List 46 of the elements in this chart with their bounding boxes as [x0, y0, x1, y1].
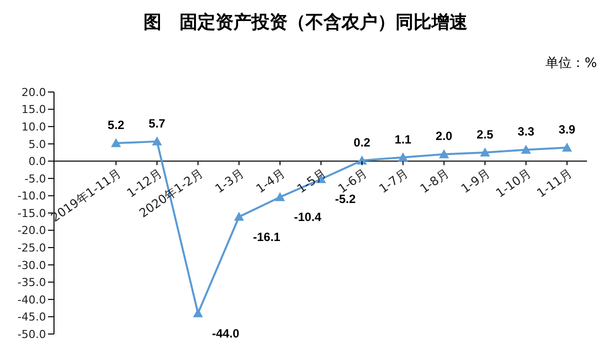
- y-tick-label: -5.0: [24, 172, 46, 186]
- data-label: 3.9: [558, 122, 576, 137]
- chart-title: 图 固定资产投资（不含农户）同比增速: [142, 11, 468, 34]
- point: [562, 142, 572, 152]
- point: [521, 144, 531, 154]
- x-tick-label: 1-3月: [212, 166, 246, 196]
- point: [234, 212, 244, 221]
- y-tick-label: -20.0: [18, 224, 46, 238]
- point: [111, 138, 121, 148]
- y-tick-label: 20.0: [22, 86, 46, 99]
- x-tick-label: 1-7月: [376, 166, 410, 196]
- data-label: 1.1: [394, 132, 412, 146]
- point: [480, 148, 490, 156]
- data-label: 5.7: [148, 116, 166, 130]
- x-tick-label: 1-11月: [534, 166, 574, 200]
- y-tick-label: -25.0: [18, 241, 46, 254]
- data-label: 2.0: [436, 129, 453, 144]
- x-tick-label: 1-8月: [418, 166, 452, 196]
- y-axis-title: 单位：%: [546, 55, 597, 72]
- x-tick-label: 1-9月: [458, 166, 492, 196]
- point: [193, 308, 203, 318]
- y-tick-label: 15.0: [22, 103, 46, 116]
- y-tick-label: 10.0: [22, 120, 46, 134]
- data-label: 3.3: [518, 124, 535, 139]
- y-tick-label: -15.0: [18, 206, 46, 220]
- point: [439, 149, 449, 158]
- y-tick-label: -40.0: [18, 293, 46, 306]
- y-tick-label: -30.0: [18, 258, 46, 272]
- data-label: -44.0: [212, 326, 240, 340]
- y-tick-label: -35.0: [18, 276, 46, 290]
- data-label: -16.1: [253, 230, 281, 244]
- point: [152, 136, 162, 146]
- data-label: -10.4: [294, 210, 322, 224]
- data-label: 0.2: [354, 135, 371, 150]
- data-label: 2.5: [476, 128, 494, 142]
- y-tick-label: -50.0: [18, 328, 46, 341]
- data-label: 5.2: [108, 118, 125, 132]
- y-tick-label: -45.0: [18, 310, 46, 324]
- y-tick-label: 5.0: [28, 138, 46, 151]
- point: [357, 155, 367, 164]
- y-tick-label: -10.0: [18, 190, 46, 203]
- point: [398, 152, 408, 162]
- x-tick-label: 1-4月: [254, 166, 288, 196]
- x-tick-label: 1-5月: [294, 166, 328, 196]
- y-tick-label: 0.0: [28, 155, 46, 168]
- point: [275, 192, 285, 202]
